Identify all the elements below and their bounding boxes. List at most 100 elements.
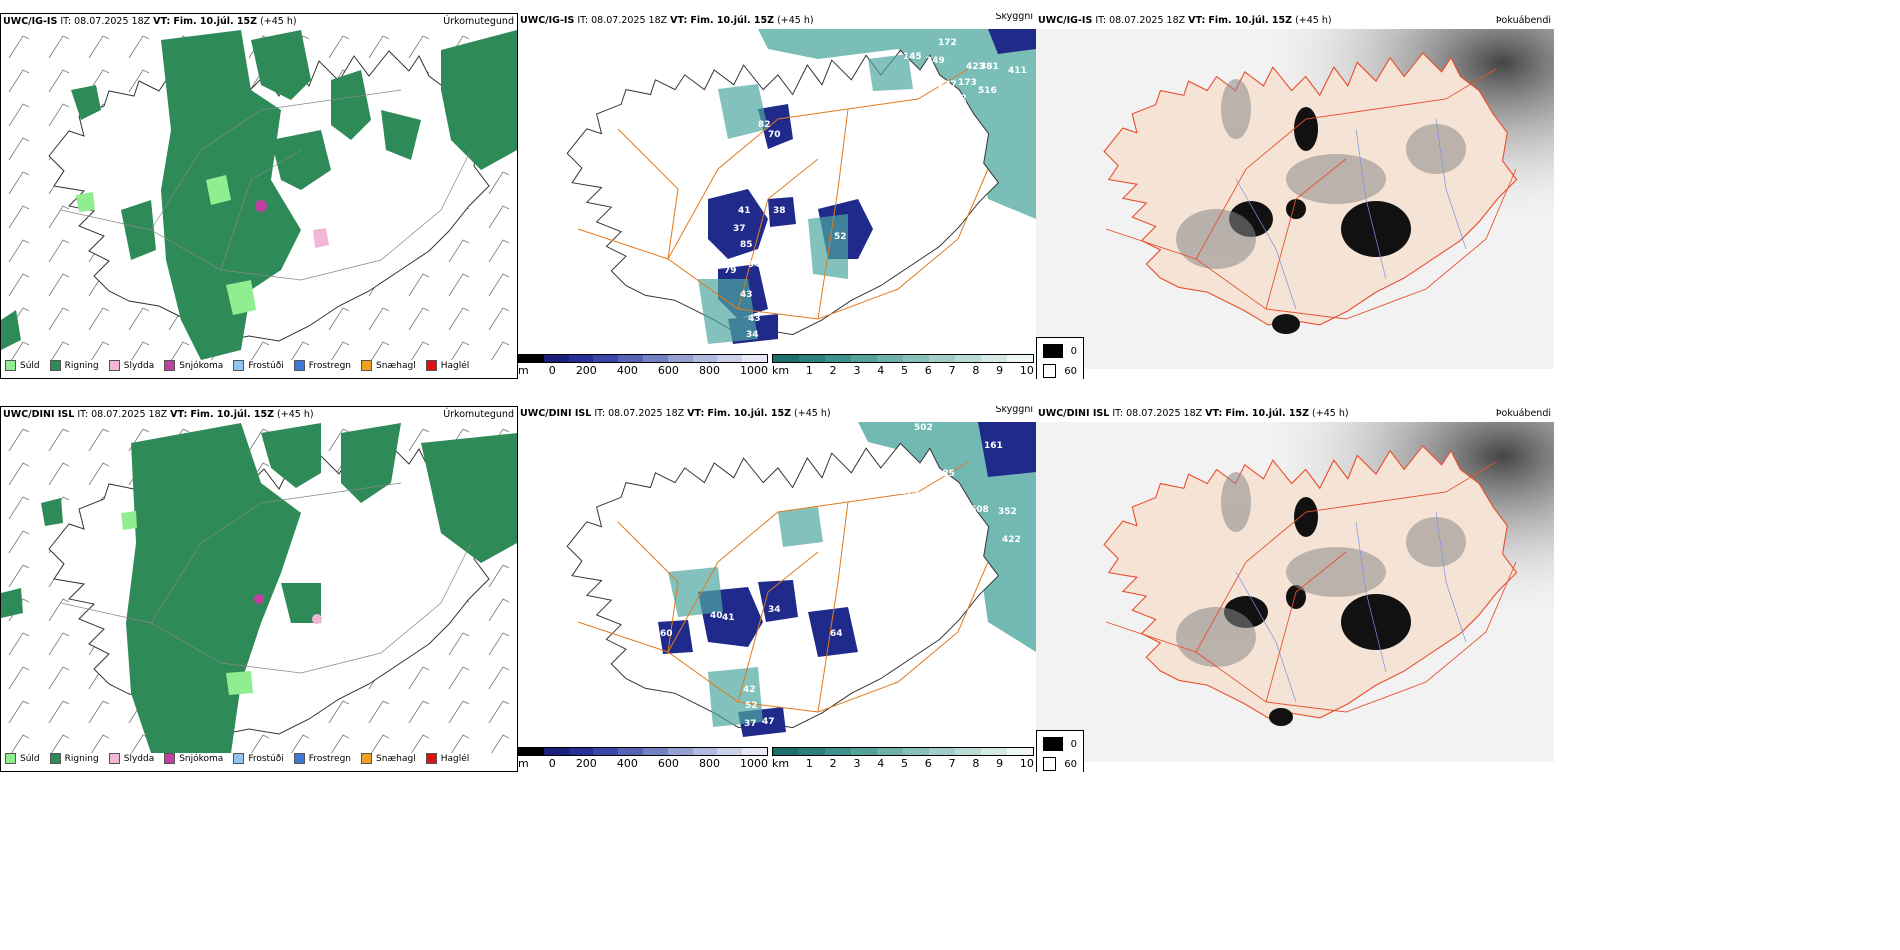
drizzle-areas (76, 175, 256, 315)
cloud-number-label: 34 (746, 330, 759, 340)
fog-map (1036, 422, 1554, 762)
cloud-number-label: 82 (758, 120, 771, 130)
cloud-number-label: 37 (733, 224, 746, 234)
rivers (1235, 511, 1467, 703)
tick: 10 (1019, 364, 1034, 377)
it-value: 08.07.2025 18Z (74, 16, 151, 27)
panel-header: UWC/DINI ISL IT: 08.07.2025 18Z VT: Fim.… (3, 407, 314, 423)
vt-value: Fim. 10.júl. 15Z (707, 408, 792, 419)
tick: 1 (805, 364, 813, 377)
legend-item: Slydda (108, 753, 154, 764)
lead-time: (+45 h) (794, 408, 831, 419)
tick: 400 (616, 364, 638, 377)
cloud-number-label: 79 (724, 266, 737, 276)
tick: 3 (853, 364, 861, 377)
colorbar-segment (519, 748, 544, 755)
cloud-panel-row1: UWC/IG-IS IT: 08.07.2025 18Z VT: Fim. 10… (518, 13, 1036, 379)
vt-label: VT: (170, 409, 188, 420)
legend-item: Frostregn (293, 360, 351, 371)
model-name: UWC/IG-IS (520, 15, 575, 26)
tick: 1000 (740, 757, 768, 770)
fog-grey-areas (1176, 79, 1466, 269)
tick: 4 (877, 364, 885, 377)
teal-cloud-areas (698, 54, 913, 344)
drizzle-areas (121, 511, 253, 695)
cloud-number-label: 172 (938, 38, 957, 48)
panel-title: Skyggni (995, 406, 1033, 415)
tick: 8 (972, 364, 980, 377)
cloud-number-label: 249 (926, 56, 945, 66)
tick: 6 (924, 757, 932, 770)
tick: 0 (548, 364, 556, 377)
legend-item: Frostúði (233, 360, 284, 371)
colorbar-segment (773, 748, 799, 755)
fog-key: 0 60 (1036, 337, 1084, 379)
panel-title: Þokuábendi (1495, 15, 1551, 26)
tick: 6 (924, 364, 932, 377)
colorbar-segment (692, 748, 718, 755)
colorbar-segment (667, 355, 693, 362)
precip-map (1, 30, 517, 360)
cloud-panel-row2: UWC/DINI ISL IT: 08.07.2025 18Z VT: Fim.… (518, 406, 1036, 772)
fog-key-swatch (1043, 344, 1063, 358)
cloud-base-colorbar: m 0 200 400 600 800 1000 (518, 354, 768, 377)
colorbar-segment (1007, 355, 1033, 362)
roads (60, 89, 472, 281)
it-label: IT: (1095, 15, 1107, 26)
tick: 0 (548, 757, 556, 770)
roads (577, 461, 989, 713)
precip-legend: Súld Rigning Slydda Snjókoma Frostúði Fr… (5, 753, 469, 764)
cloud-number-label: 47 (762, 717, 775, 727)
panel-title: Þokuábendi (1495, 408, 1551, 419)
tick: 2 (829, 364, 837, 377)
vt-label: VT: (687, 408, 705, 419)
tick: 1000 (740, 364, 768, 377)
cloud-number-label: 52 (745, 701, 758, 711)
vt-value: Fim. 10.júl. 15Z (190, 409, 275, 420)
fog-dark-areas (1229, 107, 1411, 334)
panel-header: UWC/IG-IS IT: 08.07.2025 18Z VT: Fim. 10… (520, 13, 814, 29)
cloud-number-label: 64 (830, 629, 843, 639)
cloud-number-label: 70 (696, 651, 709, 661)
cloud-number-label: 237 (938, 80, 957, 90)
panel-header: UWC/DINI ISL IT: 08.07.2025 18Z VT: Fim.… (520, 406, 831, 422)
colorbar-segment (618, 355, 643, 362)
colorbar-segment (799, 355, 825, 362)
vt-label: VT: (1205, 408, 1223, 419)
cloud-number-label: 126 (944, 527, 963, 537)
fog-key-swatch (1043, 737, 1063, 751)
colorbar-segment (543, 748, 569, 755)
it-value: 08.07.2025 18Z (608, 408, 685, 419)
it-value: 08.07.2025 18Z (591, 15, 668, 26)
panel-header: UWC/IG-IS IT: 08.07.2025 18Z VT: Fim. 10… (1038, 13, 1332, 29)
tick: 5 (901, 364, 908, 377)
fog-key-swatch (1043, 364, 1057, 378)
cloud-number-label: 381 (980, 62, 999, 72)
tick: 800 (698, 364, 720, 377)
tick: 400 (616, 757, 638, 770)
model-name: UWC/IG-IS (1038, 15, 1093, 26)
cloud-number-label: 352 (998, 507, 1017, 517)
vt-value: Fim. 10.júl. 15Z (1208, 15, 1293, 26)
legend-item: Rigning (49, 753, 99, 764)
cloud-number-label: 423 (966, 62, 985, 72)
vt-label: VT: (670, 15, 688, 26)
tick: 9 (996, 757, 1004, 770)
fog-key-swatch (1043, 757, 1057, 771)
visibility-colorbar: km 1 2 3 4 5 6 7 8 9 10 (772, 747, 1034, 770)
fog-key-label: 0 (1070, 345, 1077, 357)
colorbar-segment (825, 748, 851, 755)
precip-map (1, 423, 517, 753)
tick: 600 (657, 364, 679, 377)
tick: 200 (575, 757, 597, 770)
cloud-number-label: 173 (958, 78, 977, 88)
it-label: IT: (60, 16, 72, 27)
legend-item: Snjókoma (164, 360, 223, 371)
it-value: 08.07.2025 18Z (1126, 408, 1203, 419)
colorbar-segment (877, 355, 903, 362)
cloud-number-label: 275 (900, 487, 919, 497)
precip-panel-row2: UWC/DINI ISL IT: 08.07.2025 18Z VT: Fim.… (0, 406, 518, 772)
